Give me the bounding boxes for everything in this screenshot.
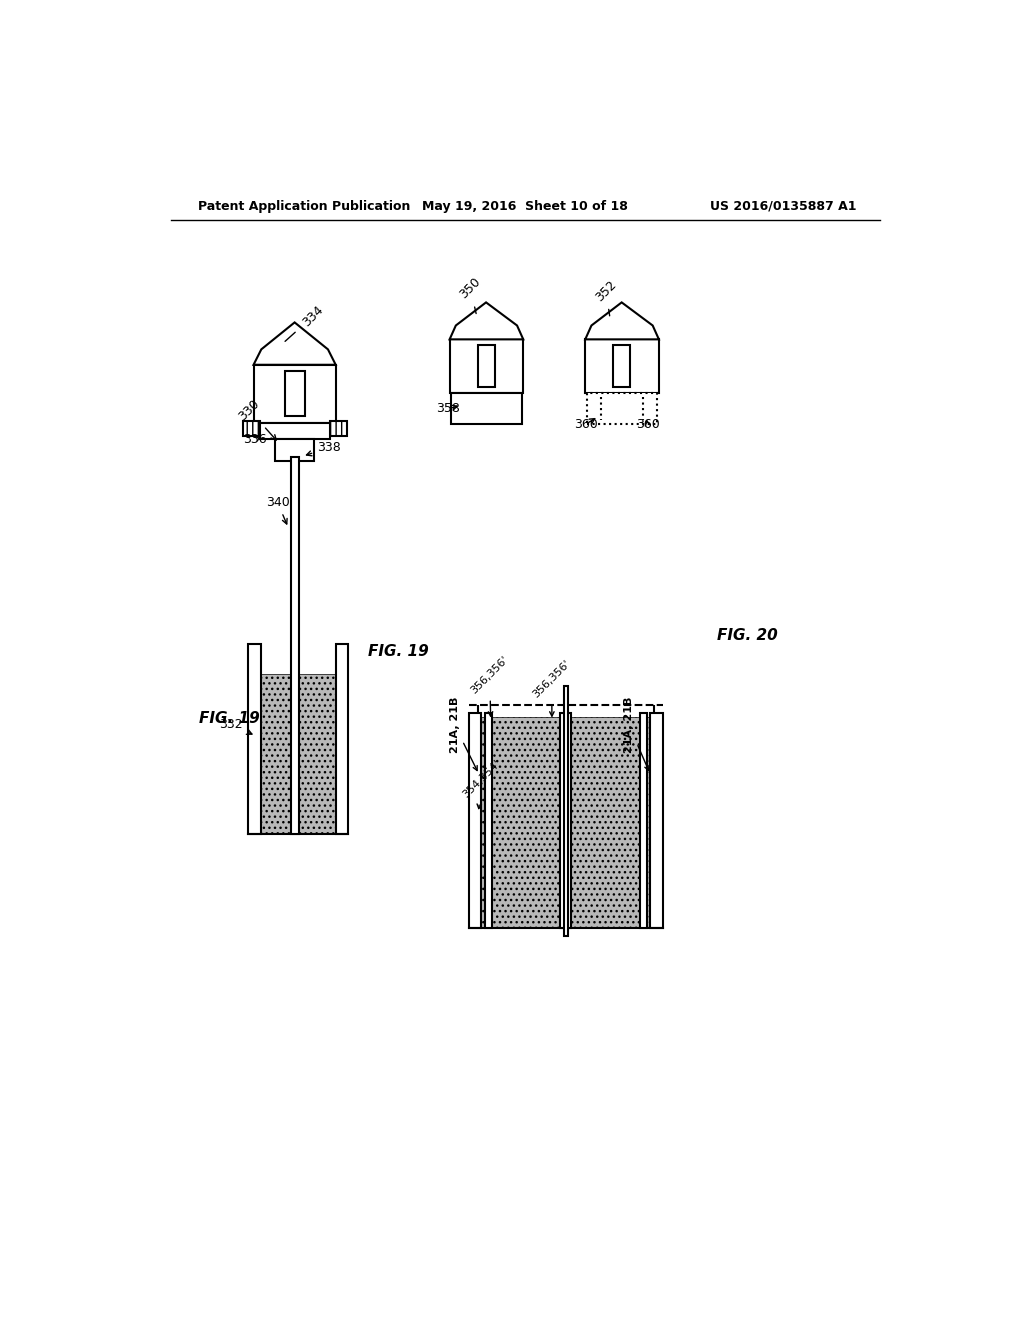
- Text: FIG. 19: FIG. 19: [369, 644, 429, 659]
- Polygon shape: [586, 302, 658, 339]
- Text: May 19, 2016  Sheet 10 of 18: May 19, 2016 Sheet 10 of 18: [422, 199, 628, 213]
- Bar: [481, 717, 564, 928]
- Text: 356,356': 356,356': [531, 657, 572, 717]
- Text: 360: 360: [636, 418, 659, 430]
- Polygon shape: [450, 302, 523, 339]
- Text: 330: 330: [237, 397, 276, 440]
- Bar: [248, 644, 260, 834]
- Bar: [254, 364, 336, 422]
- Text: 352: 352: [593, 279, 618, 315]
- Bar: [613, 345, 630, 387]
- Bar: [477, 345, 495, 387]
- Bar: [567, 717, 649, 928]
- Bar: [452, 393, 521, 424]
- Text: 356,356': 356,356': [469, 655, 510, 717]
- Bar: [563, 686, 568, 936]
- Bar: [587, 393, 657, 424]
- Bar: [291, 457, 299, 834]
- Bar: [260, 422, 330, 440]
- Text: 340: 340: [266, 496, 290, 524]
- Bar: [469, 713, 481, 928]
- Bar: [260, 675, 336, 834]
- Text: 332: 332: [219, 718, 252, 734]
- Text: 338: 338: [306, 441, 341, 455]
- Text: 350: 350: [458, 276, 483, 314]
- Text: 21A, 21B: 21A, 21B: [450, 697, 477, 771]
- Bar: [560, 713, 571, 928]
- Bar: [243, 421, 260, 437]
- Text: 354,354': 354,354': [461, 758, 503, 809]
- Bar: [484, 713, 493, 928]
- Polygon shape: [254, 322, 336, 364]
- Text: 360: 360: [573, 418, 597, 430]
- Bar: [586, 339, 658, 393]
- Bar: [285, 371, 305, 416]
- Text: FIG. 19: FIG. 19: [200, 711, 260, 726]
- Text: 21A, 21B: 21A, 21B: [624, 697, 649, 771]
- Bar: [640, 713, 647, 928]
- Bar: [336, 644, 348, 834]
- Bar: [650, 713, 663, 928]
- Text: 334: 334: [285, 304, 326, 342]
- Bar: [450, 339, 523, 393]
- Text: 336: 336: [243, 433, 266, 446]
- Text: 358: 358: [436, 403, 461, 416]
- Text: US 2016/0135887 A1: US 2016/0135887 A1: [710, 199, 856, 213]
- Bar: [275, 440, 314, 461]
- Bar: [330, 421, 346, 437]
- Text: FIG. 20: FIG. 20: [717, 628, 778, 643]
- Text: Patent Application Publication: Patent Application Publication: [198, 199, 411, 213]
